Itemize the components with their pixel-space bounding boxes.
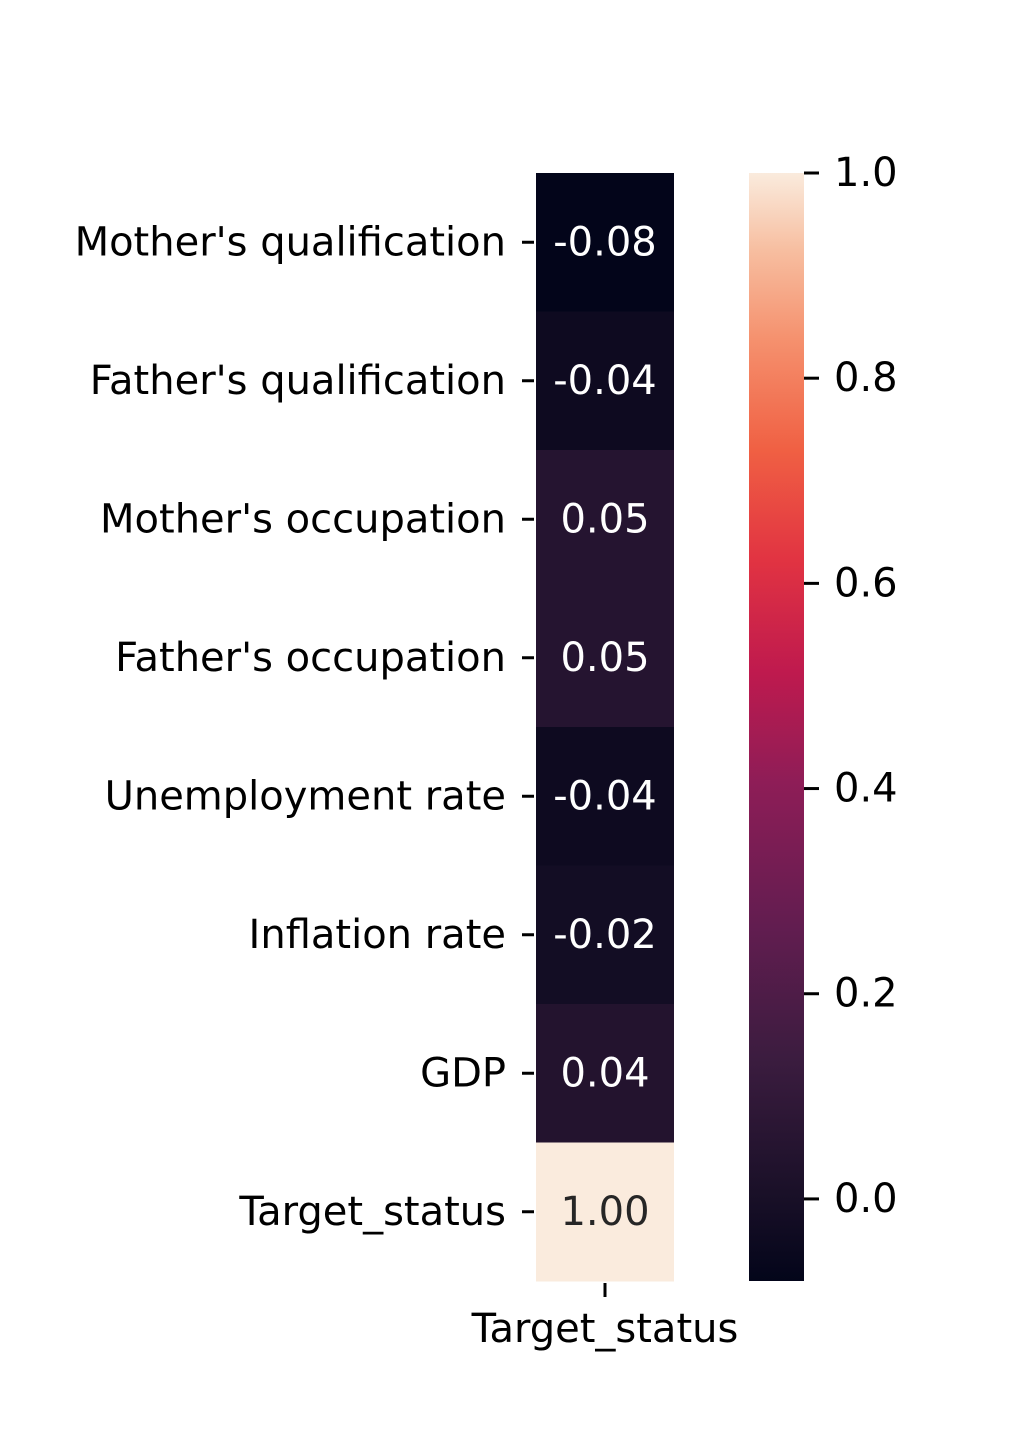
colorbar-tick-label: 1.0	[834, 150, 898, 196]
row-label-mother-s-qualification: Mother's qualification	[75, 219, 506, 265]
heatmap-cell-mother-s-qualification	[536, 173, 674, 312]
heatmap-cell-target-status	[536, 1142, 674, 1282]
colorbar-tick-label: 0.4	[834, 766, 898, 812]
colorbar-tick-label: 0.8	[834, 355, 898, 401]
heatmap-cell-gdp	[536, 1004, 674, 1143]
heatmap-cell-unemployment-rate	[536, 727, 674, 866]
row-label-gdp: GDP	[420, 1050, 506, 1096]
cell-value-inflation-rate: -0.02	[553, 912, 657, 958]
cell-value-target-status: 1.00	[560, 1189, 649, 1235]
row-labels: Mother's qualification Father's qualifica…	[75, 219, 534, 1235]
column-labels: Target_status	[471, 1283, 739, 1352]
row-label-inflation-rate: Inflation rate	[249, 912, 506, 958]
row-label-target-status: Target_status	[238, 1189, 506, 1235]
cell-value-mother-s-occupation: 0.05	[560, 496, 649, 542]
row-label-father-s-occupation: Father's occupation	[115, 635, 506, 681]
row-label-mother-s-occupation: Mother's occupation	[100, 496, 506, 542]
cell-value-mother-s-qualification: -0.08	[553, 219, 657, 265]
cell-value-gdp: 0.04	[560, 1050, 649, 1096]
heatmap-grid: -0.08 -0.04 0.05 0.05 -0.04 -0.02 0.04 1.00	[536, 173, 674, 1282]
colorbar: 0.0 0.2 0.4 0.6 0.8 1.0	[749, 150, 898, 1281]
cell-value-father-s-occupation: 0.05	[560, 635, 649, 681]
heatmap-cell-father-s-occupation	[536, 588, 674, 728]
cell-value-father-s-qualification: -0.04	[553, 358, 657, 404]
colorbar-tick-label: 0.0	[834, 1176, 898, 1222]
row-label-father-s-qualification: Father's qualification	[90, 358, 506, 404]
colorbar-gradient	[749, 173, 804, 1281]
column-label-target-status: Target_status	[471, 1306, 739, 1352]
colorbar-tick-label: 0.2	[834, 971, 898, 1017]
heatmap-cell-inflation-rate	[536, 865, 674, 1005]
colorbar-tick-label: 0.6	[834, 560, 898, 606]
cell-value-unemployment-rate: -0.04	[553, 773, 657, 819]
heatmap-cell-father-s-qualification	[536, 311, 674, 451]
row-label-unemployment-rate: Unemployment rate	[105, 773, 506, 819]
heatmap-cell-mother-s-occupation	[536, 450, 674, 589]
